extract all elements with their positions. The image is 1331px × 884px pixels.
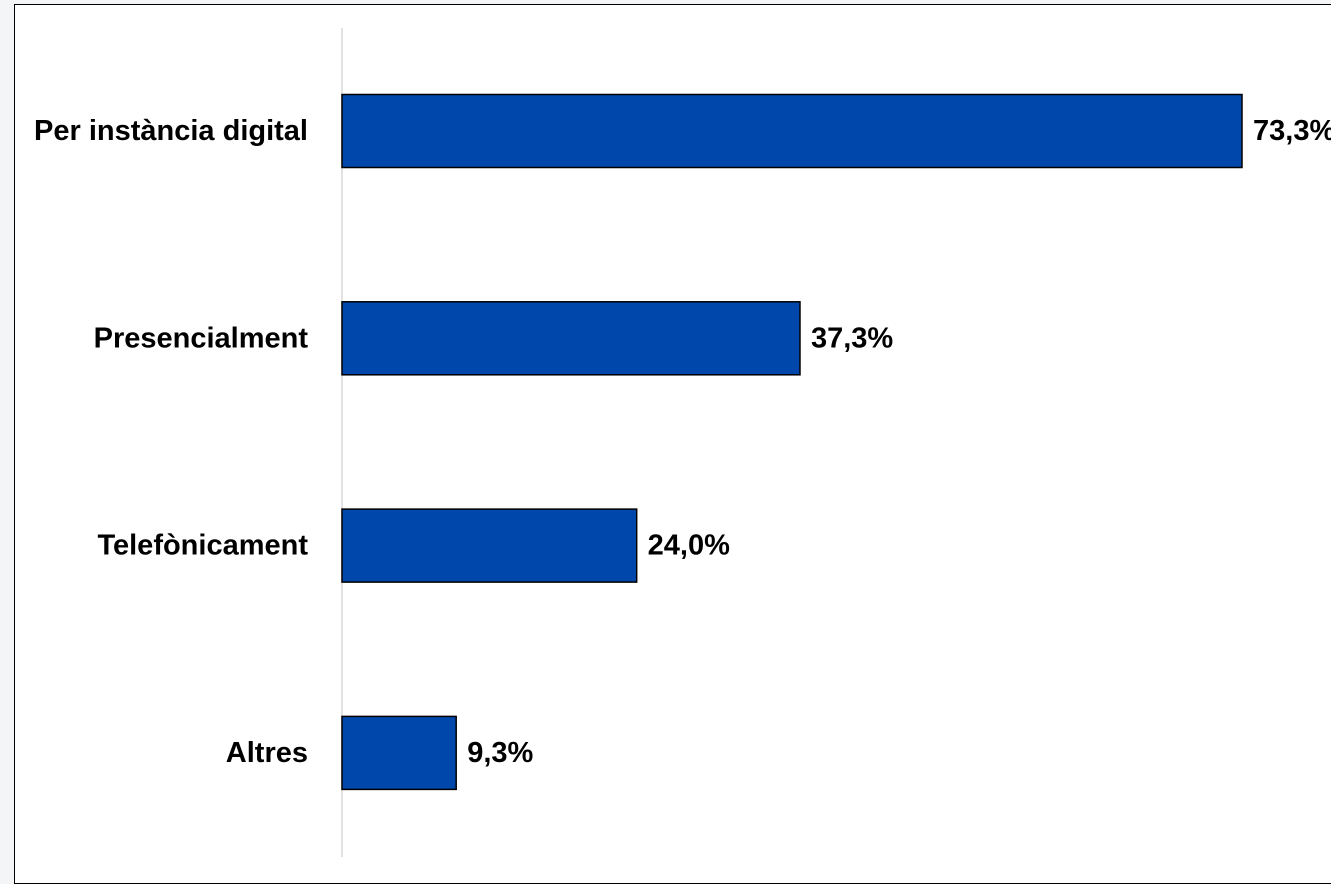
category-label-presencialment: Presencialment	[94, 322, 309, 354]
bar-per-instancia-digital	[341, 93, 1243, 169]
value-label-altres: 9,3%	[467, 737, 533, 769]
value-label-telefonicament: 24,0%	[648, 530, 730, 562]
bars-layer	[341, 93, 1243, 791]
category-label-altres: Altres	[226, 737, 308, 769]
labels-layer: Per instància digital 73,3% Presencialment…	[34, 115, 1331, 769]
value-label-per-instancia-digital: 73,3%	[1253, 115, 1331, 147]
bar-altres	[341, 715, 457, 791]
bar-presencialment	[341, 301, 801, 376]
category-label-telefonicament: Telefònicament	[97, 530, 308, 562]
value-label-presencialment: 37,3%	[811, 322, 893, 354]
category-label-per-instancia-digital: Per instància digital	[34, 115, 308, 147]
bar-telefonicament	[341, 508, 638, 583]
